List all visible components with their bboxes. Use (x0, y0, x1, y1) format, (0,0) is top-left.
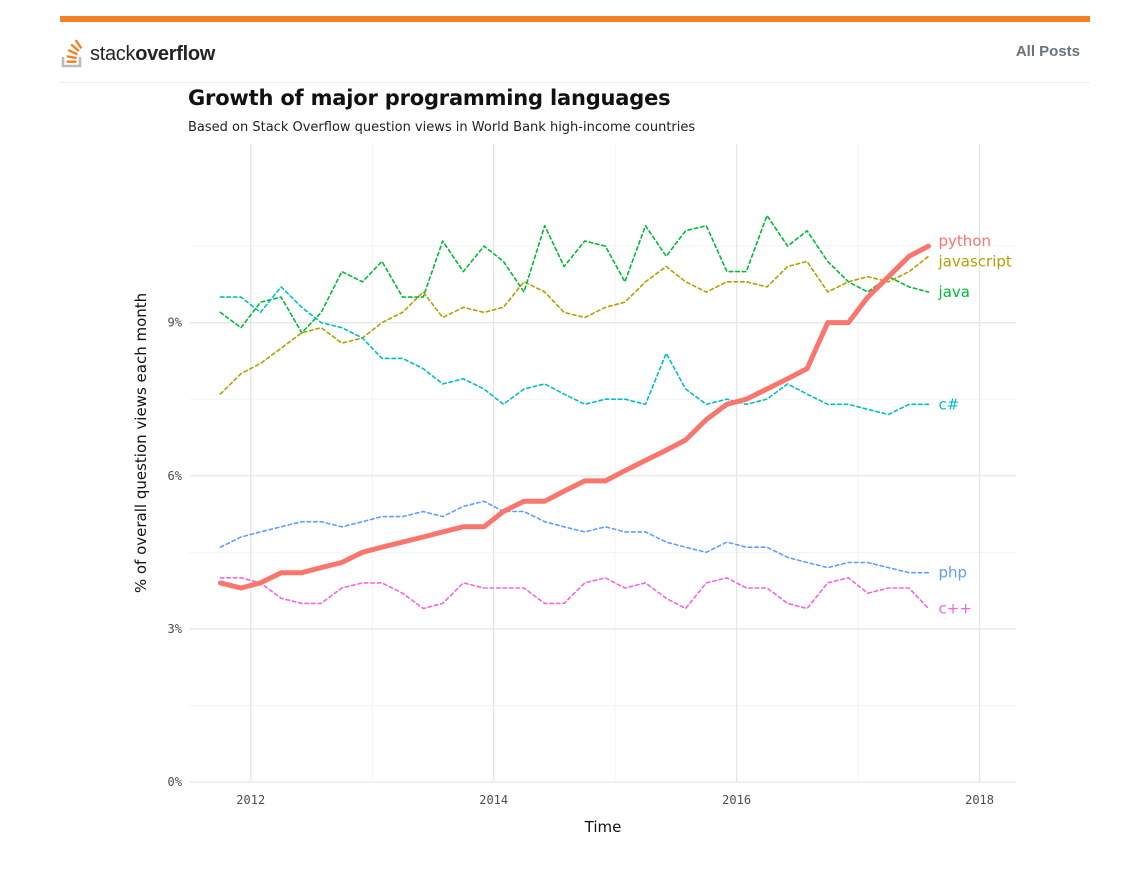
series-lines (217, 214, 931, 610)
chart-title: Growth of major programming languages (188, 86, 671, 110)
x-axis-title: Time (584, 818, 622, 836)
series-label: c# (939, 395, 960, 413)
x-tick-label: 2018 (965, 793, 994, 807)
series-label: php (939, 564, 968, 582)
logo-text-light: stack (90, 42, 136, 65)
x-tick-label: 2014 (479, 793, 508, 807)
y-tick-label: 6% (168, 469, 183, 483)
y-axis-title: % of overall question views each month (132, 293, 150, 593)
series-labels: python javascript java c# php c++ (938, 232, 1012, 617)
series-label: javascript (938, 252, 1012, 270)
stack-logo-icon (61, 39, 83, 68)
site-header: stackoverflow All Posts (60, 30, 1090, 83)
series-label: python (939, 232, 991, 250)
x-tick-label: 2012 (236, 793, 265, 807)
chart-subtitle: Based on Stack Overflow question views i… (188, 120, 696, 135)
logo-text-bold: overflow (135, 42, 216, 65)
logo-wordmark: stackoverflow (90, 43, 215, 66)
series-label: c++ (939, 599, 972, 617)
series-line-cplusplus (219, 576, 930, 610)
top-accent-bar (60, 16, 1090, 22)
stackoverflow-logo[interactable]: stackoverflow (60, 38, 215, 70)
y-tick-label: 0% (168, 775, 183, 789)
y-tick-label: 3% (168, 622, 183, 636)
series-line-java (219, 214, 930, 334)
axis-labels: 0% 3% 6% 9% 2012 2014 2016 2018 (168, 316, 994, 807)
series-line-javascript (219, 255, 930, 395)
y-tick-label: 9% (168, 316, 183, 330)
series-line-csharp (219, 286, 930, 416)
chart-container: Growth of major programming languages Ba… (120, 82, 1040, 862)
plot-panel (190, 144, 1016, 782)
series-line-python (217, 243, 931, 591)
x-tick-label: 2016 (722, 793, 751, 807)
series-label: java (938, 283, 970, 301)
line-chart: python javascript java c# php c++ 0% 3% 6% 9% 201… (132, 144, 1016, 836)
series-line-php (219, 500, 930, 574)
all-posts-link[interactable]: All Posts (1015, 43, 1080, 60)
